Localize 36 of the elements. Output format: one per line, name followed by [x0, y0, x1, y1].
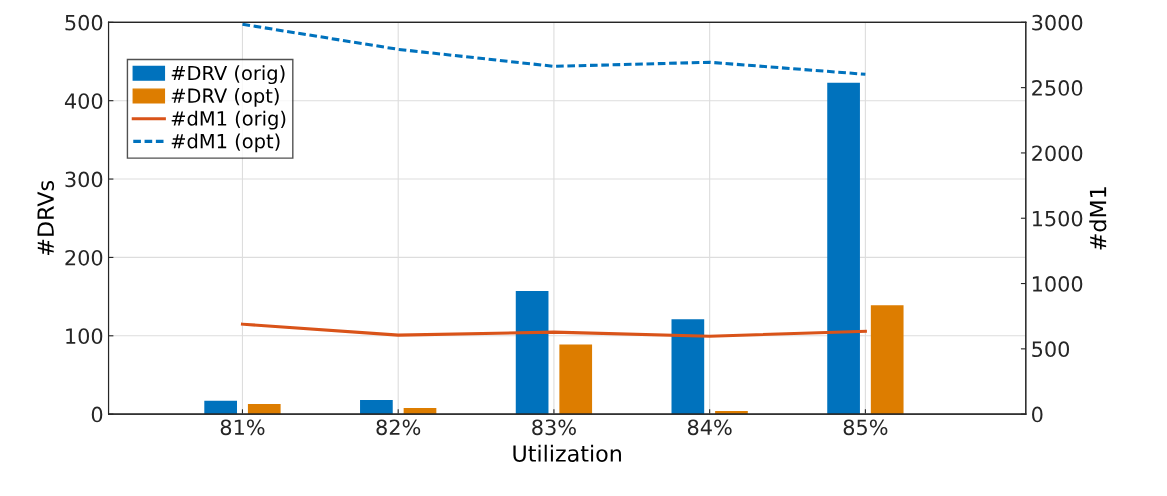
- legend-label: #dM1 (opt): [171, 133, 280, 153]
- line-series: [240, 322, 867, 338]
- y-tick-label: 0: [91, 406, 103, 423]
- bar: [403, 407, 437, 415]
- x-tick-label: 84%: [687, 419, 732, 436]
- y2-tick-label: 500: [1032, 341, 1070, 358]
- x-tick-label: 85%: [843, 419, 888, 436]
- bar: [247, 403, 281, 415]
- bar: [559, 344, 593, 415]
- legend-label: #dM1 (orig): [171, 110, 286, 130]
- bar: [515, 291, 549, 415]
- y2-tick-label: 1500: [1032, 210, 1083, 227]
- x-axis-title: Utilization: [513, 444, 621, 462]
- legend-label: #DRV (orig): [171, 65, 285, 85]
- x-tick-label: 81%: [220, 419, 265, 436]
- y2-tick-label: 1000: [1032, 276, 1083, 292]
- y2-tick-label: 2000: [1032, 145, 1083, 162]
- bar: [715, 411, 748, 415]
- y-tick-label: 100: [66, 328, 103, 344]
- x-tick-label: 83%: [532, 419, 576, 436]
- bar: [827, 82, 860, 415]
- y2-tick-label: 0: [1032, 406, 1043, 423]
- y2-axis-title: #dM1: [1089, 187, 1107, 250]
- y2-tick-label: 2500: [1032, 80, 1083, 96]
- y-tick-label: 400: [64, 93, 103, 109]
- y2-tick-label: 3000: [1032, 14, 1083, 31]
- y-tick-label: 200: [65, 249, 103, 266]
- bar: [870, 305, 904, 415]
- bar: [204, 400, 238, 415]
- y-tick-label: 500: [65, 14, 103, 31]
- legend-label: #DRV (opt): [171, 88, 279, 107]
- bar: [360, 400, 393, 415]
- y-axis-title: #DRVs: [37, 180, 55, 255]
- bar: [671, 319, 705, 415]
- y-tick-label: 300: [65, 171, 103, 188]
- x-tick-label: 82%: [376, 419, 421, 436]
